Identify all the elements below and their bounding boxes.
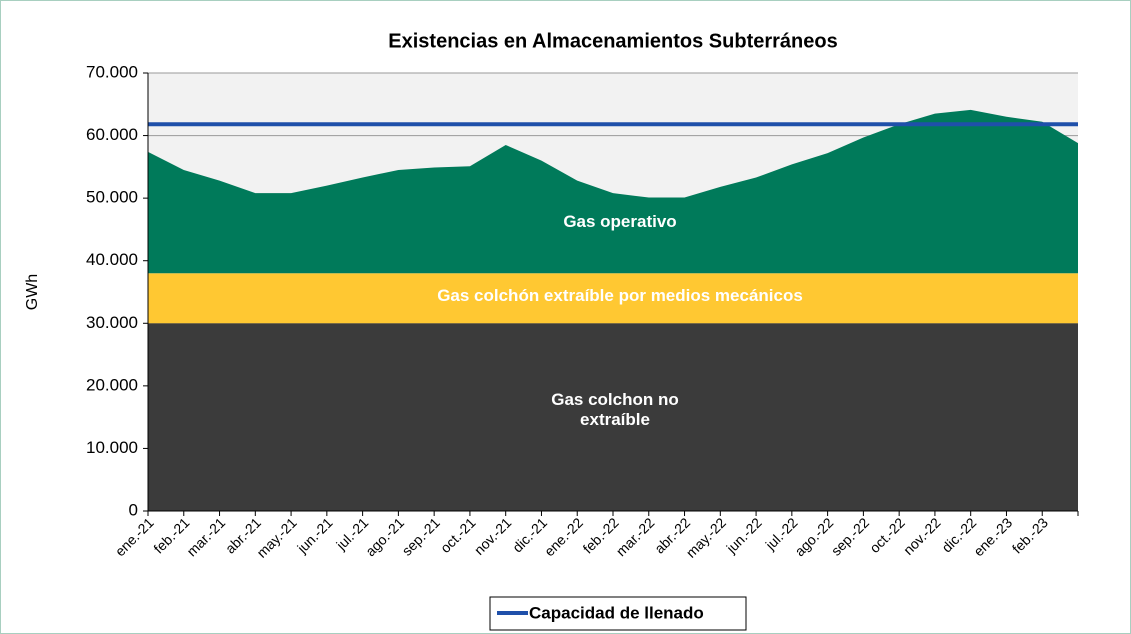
y-tick-label: 10.000: [86, 438, 138, 457]
y-tick-label: 70.000: [86, 62, 138, 81]
chart-title: Existencias en Almacenamientos Subterrán…: [388, 30, 837, 52]
area-label: Gas colchón extraíble por medios mecánic…: [437, 286, 803, 305]
y-tick-label: 30.000: [86, 313, 138, 332]
area-label: Gas colchon no extraíble: [551, 390, 679, 429]
legend-box: [489, 596, 747, 631]
y-tick-label: 20.000: [86, 375, 138, 394]
area: [148, 323, 1078, 511]
area: [148, 109, 1078, 274]
y-tick-label: 40.000: [86, 250, 138, 269]
y-tick-label: 60.000: [86, 125, 138, 144]
y-tick-label: 50.000: [86, 188, 138, 207]
area: [148, 273, 1078, 324]
y-tick-label: 0: [129, 500, 138, 519]
area-label: Gas operativo: [563, 212, 677, 231]
y-axis-label: GWh: [24, 274, 41, 310]
legend-label: Capacidad de llenado: [529, 603, 704, 622]
